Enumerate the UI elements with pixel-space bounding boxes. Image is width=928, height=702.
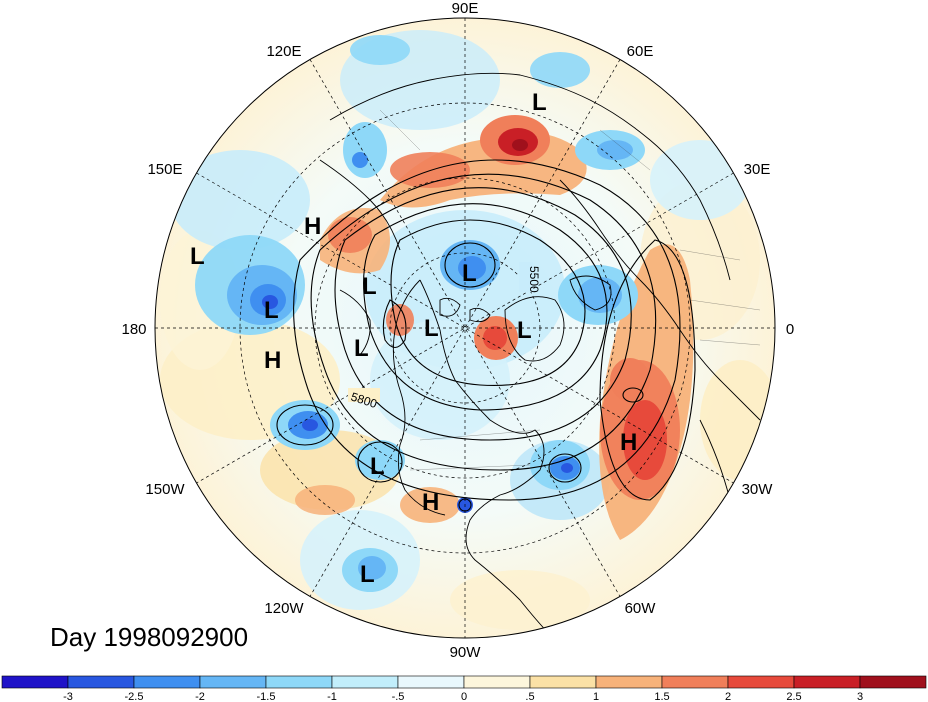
colorbar-swatch: [793, 675, 861, 689]
lon-label-60e: 60E: [627, 43, 654, 60]
colorbar-swatch: [265, 675, 333, 689]
low-label: L: [264, 297, 279, 324]
low-label: L: [462, 260, 477, 287]
colorbar-tick-label: 1: [593, 691, 599, 702]
lon-label-90w: 90W: [450, 644, 482, 661]
colorbar-swatch: [133, 675, 201, 689]
height-contours: [276, 159, 696, 512]
colorbar-swatch: [331, 675, 399, 689]
low-label: L: [190, 243, 205, 270]
colorbar-tick-label: .5: [525, 691, 534, 702]
low-label: L: [517, 317, 532, 344]
colorbar-swatch: [727, 675, 795, 689]
lon-label-120w: 120W: [264, 600, 304, 617]
low-label: L: [362, 273, 377, 300]
anomaly-field: [155, 18, 775, 638]
low-label: L: [532, 89, 547, 116]
colorbar-tick-label: -1: [327, 691, 337, 702]
high-label: H: [304, 213, 321, 240]
colorbar-tick-label: 0: [461, 691, 467, 702]
lon-label-60w: 60W: [625, 600, 657, 617]
colorbar-tick-label: -2: [195, 691, 205, 702]
colorbar-tick-label: -3: [63, 691, 73, 702]
colorbar-tick-label: 3: [857, 691, 863, 702]
lon-label-150w: 150W: [145, 481, 185, 498]
low-label: L: [370, 453, 385, 480]
day-title: Day 1998092900: [50, 622, 248, 652]
low-label: L: [424, 315, 439, 342]
colorbar-swatch: [859, 675, 927, 689]
high-label: H: [422, 489, 439, 516]
longitude-labels: 90E 60E 30E 0 30W 60W 90W 120W 150W 180 …: [121, 0, 794, 661]
pressure-system-labels: L L L L L L L L L L H H H H: [190, 89, 637, 588]
colorbar-tick-label: -1.5: [257, 691, 276, 702]
lon-label-90e: 90E: [452, 0, 479, 17]
colorbar-tick-label: -2.5: [125, 691, 144, 702]
colorbar-swatch: [595, 675, 663, 689]
colorbar: -3 -2.5 -2 -1.5 -1 -.5 0 .5 1 1.5 2 2.5 3: [1, 675, 927, 702]
colorbar-swatch: [67, 675, 135, 689]
low-label: L: [360, 561, 375, 588]
colorbar-swatch: [661, 675, 729, 689]
colorbar-tick-label: 2.5: [786, 691, 801, 702]
lon-label-30w: 30W: [742, 481, 774, 498]
contour-label-5500: 5500: [527, 266, 541, 293]
high-label: H: [620, 429, 637, 456]
colorbar-tick-label: -.5: [392, 691, 405, 702]
longitude-lines: [155, 18, 775, 638]
colorbar-swatch: [463, 675, 531, 689]
colorbar-swatch: [529, 675, 597, 689]
high-label: H: [264, 347, 281, 374]
lon-label-180: 180: [121, 321, 146, 338]
borders: [379, 109, 761, 471]
colorbar-swatch: [1, 675, 69, 689]
lon-label-0: 0: [786, 321, 794, 338]
colorbar-swatch: [397, 675, 465, 689]
lon-label-150e: 150E: [147, 161, 182, 178]
colorbar-tick-label: 2: [725, 691, 731, 702]
globe-border: [154, 17, 776, 639]
lon-label-30e: 30E: [744, 161, 771, 178]
colorbar-tick-label: 1.5: [654, 691, 669, 702]
lon-label-120e: 120E: [266, 43, 301, 60]
colorbar-swatch: [199, 675, 267, 689]
low-label: L: [354, 335, 369, 362]
